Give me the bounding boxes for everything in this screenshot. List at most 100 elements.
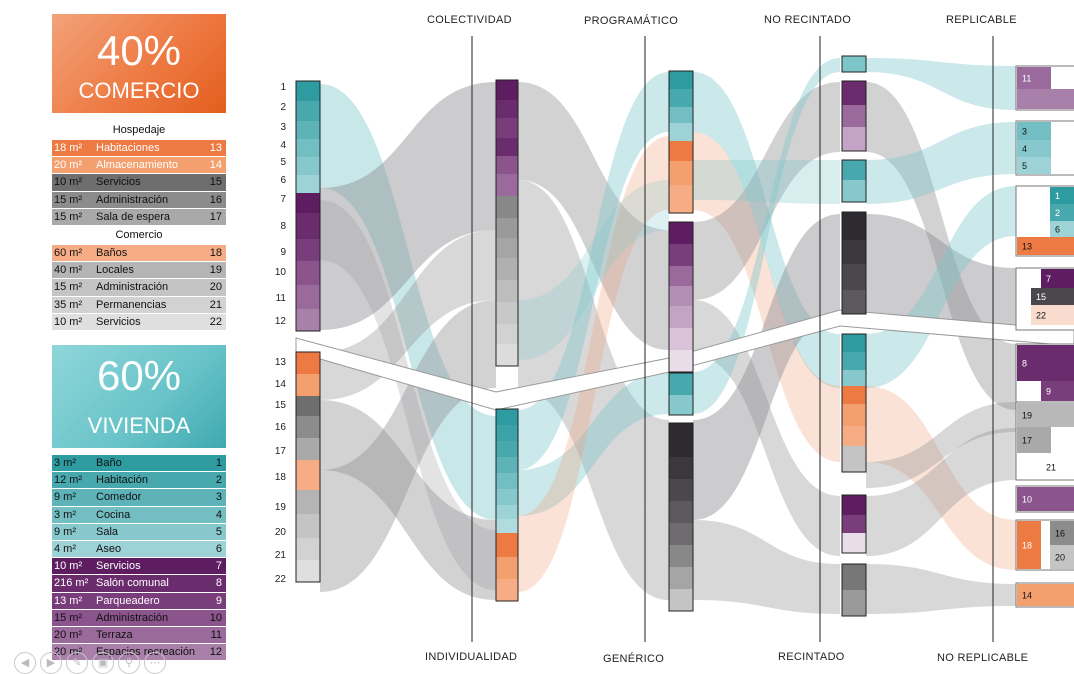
legend-number: 6 — [215, 542, 222, 555]
zoom-icon[interactable]: ⚲ — [118, 652, 140, 674]
bar-segment — [842, 564, 866, 590]
flow-band — [866, 214, 1016, 330]
flow-band — [693, 72, 840, 388]
flow-band — [693, 214, 840, 520]
flow-band — [518, 280, 669, 600]
legend-label: Parqueadero — [96, 594, 160, 607]
bar-segment — [842, 515, 866, 533]
replicable-cell — [1017, 89, 1041, 109]
legend-row: 10 m² Servicios 15 — [52, 174, 226, 192]
bar-segment — [296, 560, 320, 582]
bar-segment — [669, 567, 693, 589]
replicable-cell — [1041, 381, 1074, 401]
legend-number: 13 — [209, 142, 222, 154]
bar-segment — [296, 121, 320, 139]
replicable-cell — [1017, 345, 1074, 381]
column-generico — [668, 422, 694, 612]
bar-segment — [296, 101, 320, 121]
bar-segment — [669, 328, 693, 350]
bar-segment — [496, 302, 518, 324]
legend-row: 9 m² Comedor 3 — [52, 489, 226, 507]
more-icon[interactable]: ⋯ — [144, 652, 166, 674]
hospedaje-rows: 18 m² Habitaciones 13 20 m² Almacenamiento 14… — [52, 140, 226, 226]
replicable-cell — [1050, 221, 1074, 237]
bar-segment — [669, 457, 693, 479]
legend-number: 21 — [209, 298, 222, 311]
bar-segment — [496, 100, 518, 118]
row-number: 17 — [274, 446, 286, 457]
label-generico: GENÉRICO — [603, 653, 665, 665]
bar-segment — [842, 426, 866, 446]
legend-number: 10 — [209, 611, 222, 624]
bar-segment — [842, 240, 866, 264]
replicable-cell — [1017, 157, 1051, 174]
bar-segment — [496, 473, 518, 489]
column-left-bottom — [295, 351, 321, 583]
replicable-cell — [1041, 455, 1074, 479]
bar-segment — [496, 156, 518, 174]
vivienda-title: VIVIENDA — [87, 413, 191, 438]
flow-band — [518, 180, 669, 520]
legend-row: 15 m² Administración 20 — [52, 279, 226, 297]
column-programatico-1 — [668, 70, 694, 214]
column-recintado-2 — [841, 494, 867, 554]
prev-icon[interactable]: ◀ — [14, 652, 36, 674]
bar-segment — [496, 457, 518, 473]
flow-band — [518, 372, 669, 516]
legend-row: 13 m² Parqueadero 9 — [52, 592, 226, 610]
row-number: 20 — [274, 527, 286, 538]
replicable-number: 3 — [1022, 127, 1027, 137]
legend-row: 40 m² Locales 19 — [52, 262, 226, 280]
bar-segment — [496, 344, 518, 366]
legend-row: 10 m² Servicios 7 — [52, 558, 226, 576]
legend-area: 15 m² — [54, 193, 83, 206]
bar-segment — [669, 479, 693, 501]
bar-segment — [296, 490, 320, 514]
legend-number: 7 — [215, 560, 222, 573]
legend-label: Almacenamiento — [96, 159, 178, 172]
bar-segment — [496, 196, 518, 218]
bar-segment — [842, 404, 866, 426]
comercio-title: COMERCIO — [78, 78, 200, 103]
bar-segment — [669, 350, 693, 372]
replicable-number: 16 — [1055, 529, 1065, 539]
replicable-number: 21 — [1046, 463, 1056, 473]
bar-segment — [496, 80, 518, 100]
bar-segment — [842, 81, 866, 105]
bar-segment — [842, 180, 866, 202]
bar-segment — [842, 212, 866, 240]
row-number: 2 — [280, 102, 286, 113]
vivienda-header: 60% VIVIENDA — [52, 345, 226, 448]
legend-label: Servicios — [96, 315, 141, 328]
pen-icon[interactable]: ✎ — [66, 652, 88, 674]
legend-row: 15 m² Administración 10 — [52, 609, 226, 627]
bar-segment — [842, 495, 866, 515]
replicable-cell — [1031, 288, 1074, 305]
legend-number: 15 — [209, 176, 222, 189]
bar-segment — [669, 423, 693, 457]
legend-number: 18 — [209, 246, 222, 259]
bar-segment — [296, 81, 320, 101]
bar-segment — [296, 239, 320, 261]
next-icon[interactable]: ▶ — [40, 652, 62, 674]
bar-segment — [296, 157, 320, 175]
legend-row: 10 m² Servicios 22 — [52, 313, 226, 331]
legend-row: 9 m² Sala 5 — [52, 523, 226, 541]
bar-segment — [669, 286, 693, 306]
legend-area: 15 m² — [54, 611, 83, 624]
replicable-cell — [1050, 521, 1074, 545]
replicable-number: 7 — [1046, 274, 1051, 284]
bar-segment — [842, 386, 866, 404]
label-programatico: PROGRAMÁTICO — [584, 15, 679, 27]
legend-area: 12 m² — [54, 474, 83, 487]
column-recintado-1 — [841, 333, 867, 473]
flow-band — [320, 82, 496, 330]
legend-number: 22 — [209, 315, 222, 328]
legend-area: 3 m² — [54, 457, 76, 469]
flow-band — [866, 564, 1016, 614]
bar-segment — [296, 139, 320, 157]
bar-segment — [496, 118, 518, 138]
legend-label: Habitación — [96, 474, 148, 487]
save-icon[interactable]: ▣ — [92, 652, 114, 674]
bar-segment — [496, 258, 518, 280]
